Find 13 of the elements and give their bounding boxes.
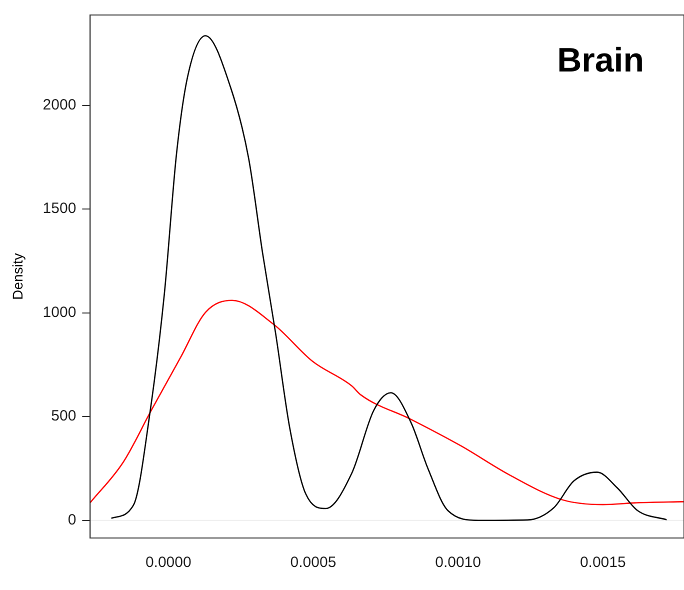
y-tick-label: 500 <box>51 408 76 425</box>
line-series <box>110 35 668 522</box>
y-tick-label: 2000 <box>42 96 76 114</box>
x-tick-label: 0.0015 <box>580 554 626 572</box>
y-tick-label: 1500 <box>42 200 76 218</box>
y-tick-label: 0 <box>68 512 76 528</box>
x-tick-label: 0.0005 <box>290 554 336 572</box>
y-tick-label: 1000 <box>42 304 76 321</box>
x-tick-label: 0.0000 <box>145 554 192 572</box>
line-series <box>90 300 684 506</box>
y-axis-title: Density <box>9 253 26 300</box>
text: Brain <box>557 41 644 80</box>
x-tick-label: 0.0010 <box>435 554 481 572</box>
